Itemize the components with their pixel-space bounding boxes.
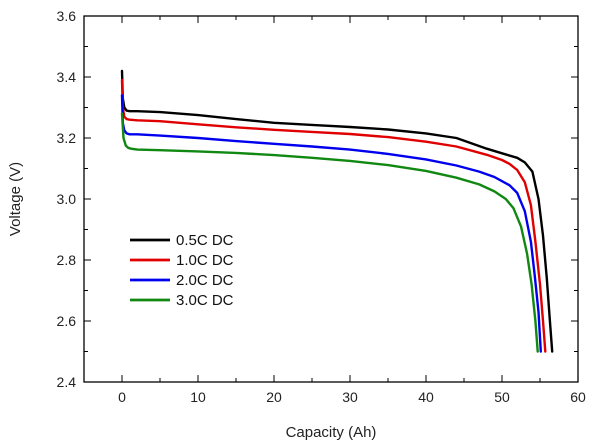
series-line-4	[120, 112, 539, 353]
legend-label: 2.0C DC	[176, 272, 234, 289]
y-tick-label: 3.4	[57, 69, 77, 85]
x-tick-label: 20	[266, 389, 282, 405]
x-tick-label: 30	[342, 389, 358, 405]
axis-ticks	[83, 15, 579, 383]
y-tick-label: 3.0	[57, 191, 77, 207]
series-line-3	[120, 94, 542, 353]
series-line-2	[120, 78, 547, 353]
y-tick-label: 3.2	[57, 130, 77, 146]
series-lines	[120, 69, 554, 353]
x-tick-label: 40	[418, 389, 434, 405]
legend-label: 1.0C DC	[176, 252, 234, 269]
x-tick-label: 0	[118, 389, 126, 405]
y-tick-label: 2.8	[57, 252, 77, 268]
y-axis-title: Voltage (V)	[7, 162, 24, 236]
x-tick-label: 50	[494, 389, 510, 405]
y-tick-label: 3.6	[57, 8, 77, 24]
x-axis-title: Capacity (Ah)	[286, 424, 377, 441]
legend-label: 3.0C DC	[176, 292, 234, 309]
legend-label: 0.5C DC	[176, 232, 234, 249]
y-tick-label: 2.4	[57, 374, 77, 390]
series-line-1	[120, 69, 554, 353]
legend: 0.5C DC 1.0C DC 2.0C DC 3.0C DC	[130, 232, 234, 309]
x-tick-label: 10	[190, 389, 206, 405]
x-tick-label: 60	[570, 389, 586, 405]
y-tick-label: 2.6	[57, 313, 77, 329]
axis-tick-labels: 0 10 20 30 40 50 60 2.4 2.6 2.8 3.0 3.2 3.4 3.6	[57, 8, 586, 405]
